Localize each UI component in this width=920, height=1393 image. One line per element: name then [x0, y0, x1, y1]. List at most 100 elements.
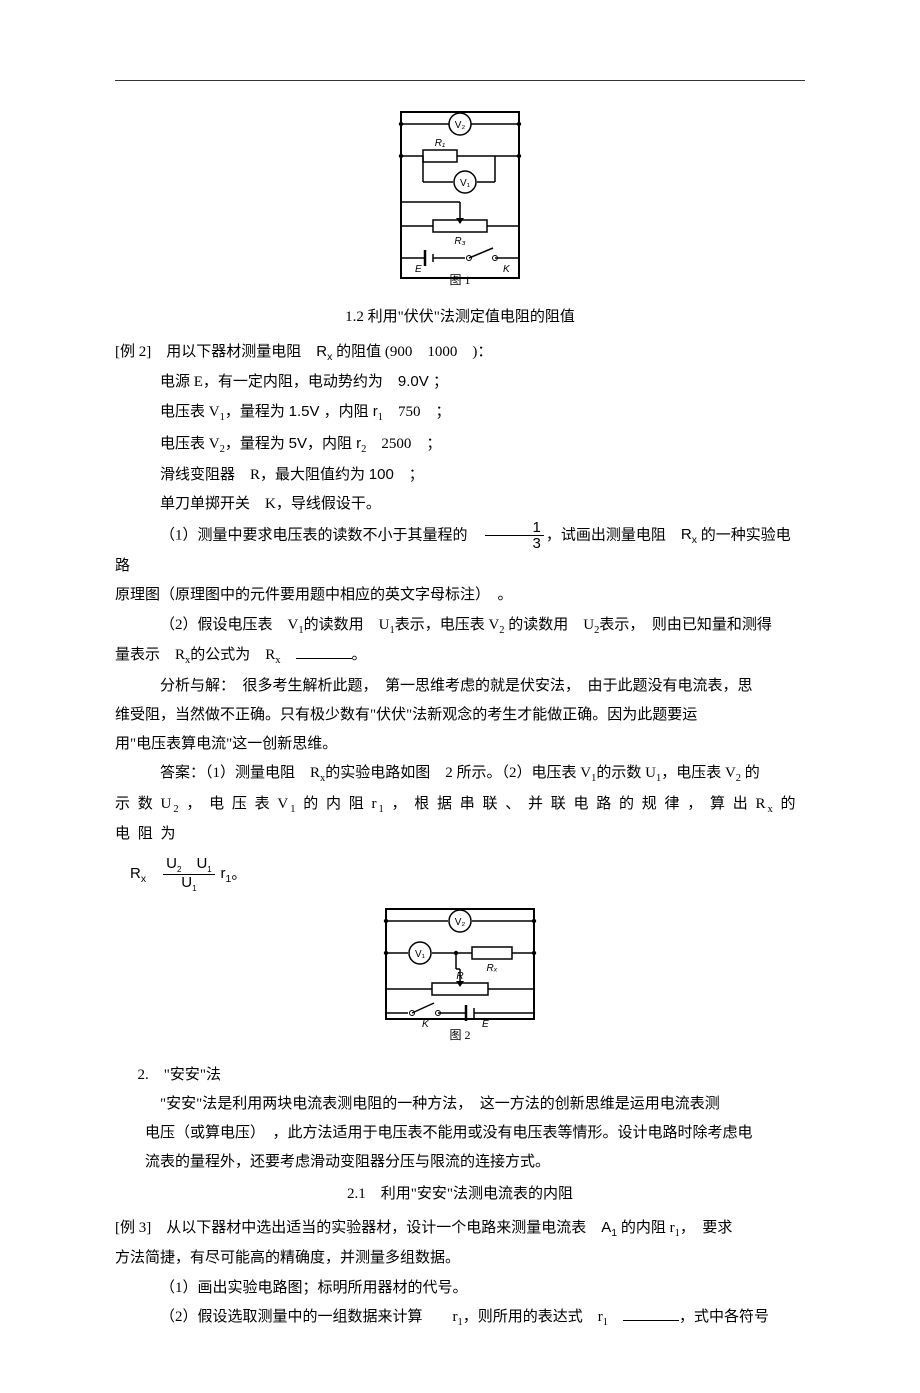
svg-text:V₂: V₂ [455, 917, 466, 928]
t: [例 3] 从以下器材中选出适当的实验器材，设计一个电路来测量电流表 [115, 1220, 601, 1236]
t: 答案：（1）测量电阻 R [160, 765, 320, 781]
ex2-q1-tail: 原理图（原理图中的元件要用题中相应的英文字母标注） 。 [115, 581, 805, 610]
ex2-item5: 单刀单掷开关 K，导线假设干。 [115, 490, 805, 519]
R: R [130, 865, 141, 882]
t: ，式中各符号 [679, 1309, 769, 1325]
top-rule [115, 80, 805, 81]
figure-1: V₂ R₁ V₁ R₃ E K 图 1 [115, 106, 805, 297]
t: 2500 ； [366, 436, 441, 452]
rx: Rx [681, 526, 697, 543]
svg-text:V₁: V₁ [415, 949, 426, 960]
t: ， 要求 [680, 1220, 733, 1236]
ex2-item1: 电源 E，有一定内阻，电动势约为 9.0V ； [115, 367, 805, 397]
t: ，量程为 [225, 436, 285, 452]
section-2-head: 2. "安安"法 [115, 1061, 805, 1090]
caption-2-1: 2.1 利用"安安"法测电流表的内阻 [115, 1180, 805, 1209]
sec2-p1: "安安"法是利用两块电流表测电阻的一种方法， 这一方法的创新思维是运用电流表测 [115, 1090, 805, 1119]
u: U [166, 855, 177, 872]
v: 100 ； [369, 466, 424, 483]
svg-text:图 1: 图 1 [449, 273, 470, 286]
t: 示 数 U [115, 796, 173, 812]
analysis-2: 维受阻，当然做不正确。只有极少数有"伏伏"法新观念的考生才能做正确。因为此题要运 [115, 701, 805, 730]
svg-text:R₃: R₃ [454, 236, 465, 247]
A: A [601, 1219, 611, 1236]
svg-text:E: E [482, 1019, 489, 1030]
r1: r1 [220, 865, 231, 882]
figure-2: V₂ V₁ Rₓ R K E 图 2 [115, 903, 805, 1054]
ex2-lead: [例 2] 用以下器材测量电阻 Rx 的阻值 (900 1000 )： [115, 337, 805, 367]
t: 电压表 V [160, 404, 220, 420]
ex2-item3: 电压表 V2，量程为 5V，内阻 r2 2500 ； [115, 429, 805, 460]
t: 电源 E，有一定内阻，电动势约为 [160, 374, 398, 390]
svg-text:V₂: V₂ [455, 120, 466, 131]
text: [例 2] 用以下器材测量电阻 [115, 344, 316, 360]
ex3-tail: 方法简捷，有尽可能高的精确度，并测量多组数据。 [115, 1244, 805, 1273]
blank-line [623, 1305, 679, 1321]
t: 的实验电路如图 2 所示。（2）电压表 V [325, 765, 591, 781]
a1: A1 [601, 1219, 617, 1236]
answer-1: 答案：（1）测量电阻 Rx的实验电路如图 2 所示。（2）电压表 V1的示数 U… [115, 759, 805, 789]
svg-text:K: K [503, 264, 511, 275]
num: 1 [485, 520, 544, 537]
fraction-u2u1: U2 U1U1 [163, 856, 215, 894]
t: ，则所用的表达式 r [463, 1309, 603, 1325]
t: ， 电 压 表 V [181, 796, 291, 812]
t: ， 根 据 串 联 、 并 联 电 路 的 规 律 ， 算 出 R [386, 796, 768, 812]
svg-text:R₁: R₁ [435, 138, 445, 149]
num: U2 U1 [163, 856, 215, 875]
v: 9.0V ； [398, 373, 448, 390]
answer-2: 示 数 U2 ， 电 压 表 V1 的 内 阻 r1 ， 根 据 串 联 、 并… [115, 790, 805, 850]
t: 的公式为 R [190, 647, 275, 663]
ex3-lead: [例 3] 从以下器材中选出适当的实验器材，设计一个电路来测量电流表 A1 的内… [115, 1213, 805, 1244]
t: 的 [745, 765, 760, 781]
t: 滑线变阻器 R，最大阻值约为 [160, 467, 365, 483]
text: 的阻值 (900 1000 )： [336, 344, 492, 360]
fraction-1-3: 13 [485, 520, 544, 553]
t: 750 ； [383, 404, 451, 420]
sec2-p3: 流表的量程外，还要考虑滑动变阻器分压与限流的连接方式。 [115, 1148, 805, 1177]
svg-text:Rₓ: Rₓ [486, 963, 497, 974]
caption-1-2: 1.2 利用"伏伏"法测定值电阻的阻值 [115, 303, 805, 332]
v: 5V，内阻 r [289, 435, 362, 452]
t: 的示数 U [596, 765, 656, 781]
t: 的 内 阻 r [297, 796, 378, 812]
R: R [316, 343, 327, 360]
ex3-q2: （2）假设选取测量中的一组数据来计算 r1，则所用的表达式 r1 ，式中各符号 [115, 1303, 805, 1333]
v: 1.5V ，内阻 r [289, 403, 378, 420]
u: U [196, 855, 207, 872]
den: 3 [485, 536, 544, 552]
sec2-p2: 电压（或算电压） ，此方法适用于电压表不能用或没有电压表等情形。设计电路时除考虑… [115, 1119, 805, 1148]
t: ，量程为 [225, 404, 285, 420]
ex3-q1: （1）画出实验电路图；标明所用器材的代号。 [115, 1274, 805, 1303]
t: 的读数用 U [304, 617, 390, 633]
t: 电压表 V [160, 436, 220, 452]
svg-text:E: E [415, 264, 422, 275]
formula-line: Rx U2 U1U1 r1。 [115, 856, 805, 894]
svg-text:V₁: V₁ [460, 178, 471, 189]
den: U1 [163, 875, 215, 893]
t: （2）假设选取测量中的一组数据来计算 r [160, 1309, 458, 1325]
t: 。 [231, 866, 246, 882]
rx-eq: Rx [130, 865, 146, 882]
t: ，试画出测量电阻 [546, 527, 681, 543]
t: 量表示 R [115, 647, 185, 663]
ex2-q2-tail: 量表示 Rx的公式为 Rx 。 [115, 641, 805, 671]
analysis-1: 分析与解： 很多考生解析此题， 第一思维考虑的就是伏安法， 由于此题没有电流表，… [115, 672, 805, 701]
t: 的读数用 U [508, 617, 594, 633]
analysis-3: 用"电压表算电流"这一创新思维。 [115, 730, 805, 759]
ex2-item2: 电压表 V1，量程为 1.5V ，内阻 r1 750 ； [115, 397, 805, 428]
t: ，电压表 V [661, 765, 736, 781]
ex2-q1: （1）测量中要求电压表的读数不小于其量程的 13，试画出测量电阻 Rx 的一种实… [115, 520, 805, 582]
t: （1）测量中要求电压表的读数不小于其量程的 [160, 527, 468, 543]
blank-line [296, 643, 352, 659]
t: 表示， 则由已知量和测得 [599, 617, 772, 633]
svg-text:K: K [422, 1019, 430, 1030]
ex2-q2: （2）假设电压表 V1的读数用 U1表示，电压表 V2 的读数用 U2表示， 则… [115, 611, 805, 641]
t: 的内阻 r [621, 1220, 675, 1236]
ex2-item4: 滑线变阻器 R，最大阻值约为 100 ； [115, 460, 805, 490]
u: U [181, 874, 192, 891]
svg-text:图 2: 图 2 [449, 1028, 470, 1042]
R: R [681, 526, 692, 543]
rx-symbol: Rx [316, 343, 332, 360]
t: （2）假设电压表 V [160, 617, 298, 633]
